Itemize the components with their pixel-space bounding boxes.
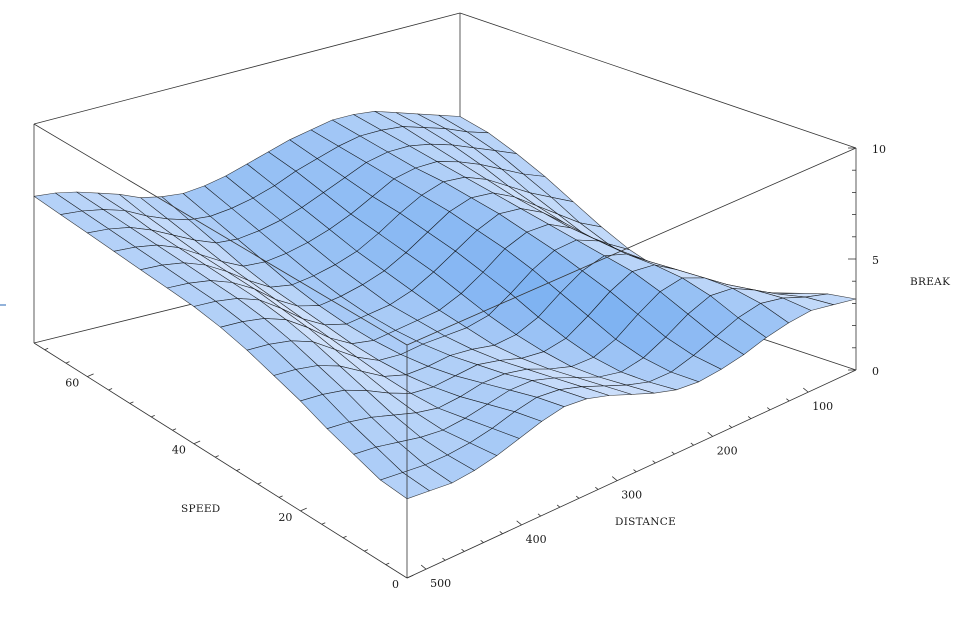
distance-tick [480,540,484,543]
speed-tick [44,347,49,351]
speed-tick [236,468,241,471]
speed-tick [300,507,307,512]
speed-tick [215,455,219,458]
bounding-box-front [33,123,857,579]
speed-tick [172,428,177,431]
distance-tick [786,398,790,402]
distance-tick-label: 200 [717,444,738,457]
speed-axis-title: SPEED [181,503,221,515]
distance-tick-label: 100 [812,400,833,413]
speed-tick [108,388,113,391]
distance-tick [767,407,771,411]
distance-tick [728,424,733,428]
break-tick-label: 5 [872,254,879,267]
distance-tick-label: 500 [430,577,451,590]
distance-tick [803,387,809,393]
surface-cell [380,472,430,500]
speed-tick [257,482,262,485]
distance-tick [575,495,580,499]
speed-tick-label: 40 [172,444,186,457]
break-axis-title: BREAK [910,276,950,288]
distance-tick [461,548,465,552]
distance-tick [556,504,561,508]
distance-tick [595,486,599,490]
speed-tick [342,535,347,539]
edge-top-left [33,12,461,125]
distance-tick-label: 400 [526,533,547,546]
distance-tick [420,564,427,570]
edge-top-front-right [406,147,857,346]
distance-tick [747,416,752,419]
break-tick-label: 10 [872,143,886,156]
distance-tick [652,460,656,464]
speed-tick [385,562,390,565]
speed-tick [406,574,414,579]
axis-ticks: 100 200 300 400 500 0 20 40 60 0 5 10 [44,143,886,591]
distance-tick [442,557,446,561]
edge-top-right [459,12,857,149]
speed-tick [151,414,155,418]
edge-speed-axis [33,342,408,579]
speed-tick [193,440,201,445]
speed-tick [87,373,94,377]
edge-top-front-left [33,123,408,346]
speed-tick [129,401,134,404]
distance-tick [516,520,522,526]
speed-tick [65,361,70,364]
speed-tick [364,549,369,552]
edge-distance-axis [406,369,857,579]
distance-tick [499,531,503,535]
break-tick-label: 0 [872,365,879,378]
distance-tick-label: 300 [621,489,642,502]
speed-tick-label: 0 [392,578,399,591]
speed-tick-label: 60 [65,377,79,390]
distance-tick [537,513,541,517]
speed-tick [278,495,283,498]
distance-axis-title: DISTANCE [615,516,676,528]
surface-mesh [33,111,857,500]
distance-tick [671,451,675,455]
distance-tick [611,476,618,481]
distance-tick [707,432,713,437]
distance-tick [690,442,694,446]
distance-tick [633,469,637,473]
speed-tick [321,522,326,525]
speed-tick-label: 20 [278,511,292,524]
